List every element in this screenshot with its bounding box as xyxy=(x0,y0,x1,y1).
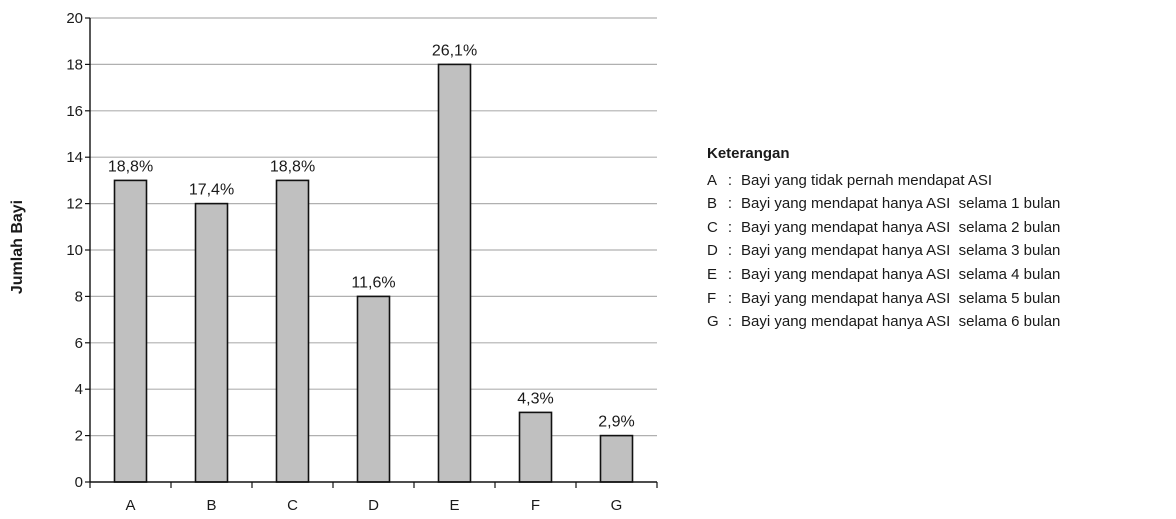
x-tick-label-g: G xyxy=(611,497,623,514)
y-tick-label: 10 xyxy=(66,242,83,259)
legend-item-e: E: Bayi yang mendapat hanya ASI selama 4 … xyxy=(707,263,1060,287)
y-tick-label: 6 xyxy=(75,335,83,352)
legend-text: Bayi yang mendapat hanya ASI selama 2 bu… xyxy=(741,218,1061,236)
data-label-b: 17,4% xyxy=(189,182,234,199)
legend-item-f: F: Bayi yang mendapat hanya ASI selama 5 … xyxy=(707,287,1060,311)
x-tick-label-c: C xyxy=(287,497,298,514)
legend-item-a: A: Bayi yang tidak pernah mendapat ASI xyxy=(707,169,1060,193)
legend-separator: : xyxy=(727,195,733,213)
bar-a xyxy=(113,179,148,483)
bar-d xyxy=(356,295,391,483)
bar-e xyxy=(437,63,472,483)
y-tick-label: 14 xyxy=(66,149,83,166)
legend-key: G xyxy=(707,313,719,331)
bar-chart: 0 2 4 6 8 10 12 14 16 18 20 18,8% A 17,4% B 18,8% C 11,6%… xyxy=(9,10,658,514)
legend-items: A: Bayi yang tidak pernah mendapat ASI B: B… xyxy=(707,169,1060,334)
y-tick-label: 16 xyxy=(66,103,83,120)
legend-item-d: D: Bayi yang mendapat hanya ASI selama 3 … xyxy=(707,239,1060,263)
y-tick-label: 18 xyxy=(66,56,83,73)
axes xyxy=(85,17,658,488)
bar-f xyxy=(518,411,553,483)
legend-separator: : xyxy=(727,171,733,189)
legend-key: C xyxy=(707,218,718,236)
x-tick-label-f: F xyxy=(531,497,540,514)
legend-text: Bayi yang mendapat hanya ASI selama 5 bu… xyxy=(741,289,1061,307)
y-axis-label: Jumlah Bayi xyxy=(9,200,26,294)
legend-key: E xyxy=(707,265,718,283)
legend-key: B xyxy=(707,195,718,213)
legend-text: Bayi yang mendapat hanya ASI selama 6 bu… xyxy=(741,313,1061,331)
legend-key: F xyxy=(707,289,717,307)
legend-separator: : xyxy=(727,265,733,283)
data-label-c: 18,8% xyxy=(270,158,315,175)
y-tick-label: 8 xyxy=(75,288,83,305)
data-label-f: 4,3% xyxy=(517,390,553,407)
bar-g xyxy=(599,434,634,483)
x-tick-label-a: A xyxy=(125,497,135,514)
bars xyxy=(113,63,634,483)
legend-item-g: G: Bayi yang mendapat hanya ASI selama 6 … xyxy=(707,310,1060,334)
labels: 0 2 4 6 8 10 12 14 16 18 20 18,8% A 17,4% B 18,8% C 11,6%… xyxy=(66,10,634,514)
legend-separator: : xyxy=(727,289,733,307)
y-tick-label: 2 xyxy=(75,428,83,445)
y-tick-label: 12 xyxy=(66,196,83,213)
bar-c xyxy=(275,179,310,483)
legend-item-b: B: Bayi yang mendapat hanya ASI selama 1 … xyxy=(707,192,1060,216)
legend-separator: : xyxy=(727,313,733,331)
y-tick-label: 0 xyxy=(75,474,83,491)
legend-text: Bayi yang mendapat hanya ASI selama 4 bu… xyxy=(741,265,1061,283)
legend-item-c: C: Bayi yang mendapat hanya ASI selama 2 … xyxy=(707,216,1060,240)
bar-b xyxy=(194,202,229,483)
legend-key: A xyxy=(707,171,718,189)
y-tick-label: 20 xyxy=(66,10,83,27)
x-tick-label-d: D xyxy=(368,497,379,514)
legend-text: Bayi yang mendapat hanya ASI selama 3 bu… xyxy=(741,242,1061,260)
legend-separator: : xyxy=(727,242,733,260)
legend-title: Keterangan xyxy=(707,145,790,162)
legend-text: Bayi yang tidak pernah mendapat ASI xyxy=(741,171,993,189)
legend-text: Bayi yang mendapat hanya ASI selama 1 bu… xyxy=(741,195,1061,213)
gridlines xyxy=(90,17,657,437)
x-tick-label-b: B xyxy=(206,497,216,514)
legend: Keterangan A: Bayi yang tidak pernah mend… xyxy=(707,142,1060,334)
x-tick-label-e: E xyxy=(449,497,459,514)
data-label-g: 2,9% xyxy=(598,414,634,431)
data-label-e: 26,1% xyxy=(432,42,477,59)
data-label-a: 18,8% xyxy=(108,158,153,175)
y-tick-label: 4 xyxy=(75,381,83,398)
legend-separator: : xyxy=(727,218,733,236)
legend-key: D xyxy=(707,242,718,260)
data-label-d: 11,6% xyxy=(351,274,395,291)
